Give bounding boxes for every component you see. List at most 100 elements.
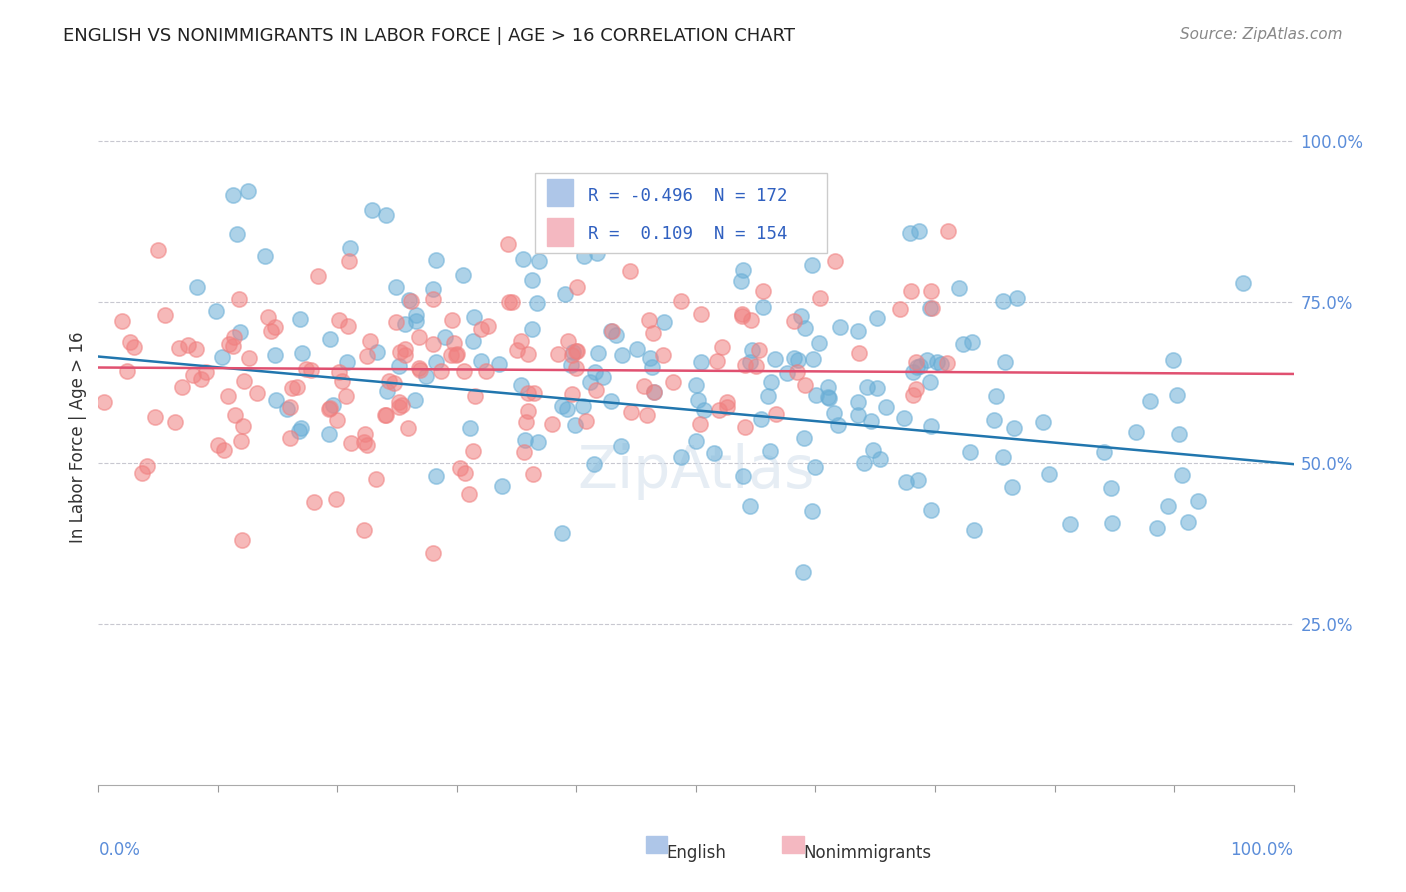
Point: [190, 372, 212, 386]
Point: [983, 413, 1005, 427]
Point: [565, 344, 588, 359]
Point: [520, 273, 543, 287]
Point: [921, 418, 943, 433]
Point: [620, 405, 643, 419]
Point: [375, 384, 398, 399]
Point: [145, 410, 167, 425]
Point: [1156, 499, 1178, 513]
Point: [898, 227, 921, 241]
Point: [457, 486, 479, 500]
Point: [734, 359, 756, 373]
Point: [186, 280, 208, 294]
Point: [685, 434, 707, 448]
Point: [901, 365, 924, 379]
Point: [516, 346, 538, 360]
Point: [496, 237, 519, 252]
Point: [354, 426, 377, 441]
Point: [229, 434, 252, 448]
Point: [374, 208, 396, 222]
Point: [860, 414, 883, 428]
Point: [422, 546, 444, 560]
Point: [952, 336, 974, 351]
Point: [900, 284, 922, 298]
Point: [366, 345, 388, 359]
Point: [516, 385, 538, 400]
Point: [394, 342, 416, 356]
Point: [217, 389, 239, 403]
Point: [461, 334, 484, 348]
Point: [786, 365, 808, 379]
Point: [572, 399, 595, 413]
Text: 100.0%: 100.0%: [1230, 840, 1294, 859]
Point: [117, 364, 139, 378]
Point: [745, 359, 768, 374]
Point: [170, 380, 193, 394]
Point: [399, 294, 422, 309]
Point: [475, 364, 498, 378]
Point: [388, 395, 411, 409]
Point: [319, 332, 342, 346]
Point: [792, 565, 814, 579]
Point: [600, 324, 623, 338]
Point: [263, 320, 285, 334]
Point: [229, 325, 252, 339]
Point: [901, 388, 924, 402]
Point: [425, 252, 447, 267]
Point: [1161, 352, 1184, 367]
Point: [866, 381, 889, 395]
Point: [540, 417, 562, 431]
Point: [609, 439, 631, 453]
Point: [692, 403, 714, 417]
Point: [470, 353, 492, 368]
Point: [163, 415, 186, 429]
Point: [359, 334, 381, 348]
Point: [148, 244, 170, 258]
Point: [328, 365, 350, 379]
Point: [285, 380, 308, 394]
Point: [374, 409, 396, 423]
Text: ENGLISH VS NONIMMIGRANTS IN LABOR FORCE | AGE > 16 CORRELATION CHART: ENGLISH VS NONIMMIGRANTS IN LABOR FORCE …: [63, 27, 796, 45]
Point: [801, 352, 824, 367]
Point: [904, 382, 927, 396]
Point: [515, 415, 537, 429]
Point: [793, 377, 815, 392]
Point: [264, 348, 287, 362]
Point: [783, 351, 806, 365]
Point: [920, 301, 942, 316]
Point: [731, 307, 754, 321]
Point: [907, 224, 929, 238]
Point: [522, 467, 544, 481]
FancyBboxPatch shape: [534, 173, 827, 252]
Point: [554, 286, 576, 301]
Point: [257, 310, 280, 324]
Point: [1001, 480, 1024, 494]
Point: [921, 301, 943, 315]
Point: [741, 343, 763, 357]
Point: [688, 393, 710, 408]
Point: [391, 399, 413, 413]
Point: [610, 348, 633, 362]
Point: [920, 376, 942, 390]
Point: [869, 452, 891, 467]
Point: [384, 315, 406, 329]
Point: [818, 391, 841, 405]
Point: [703, 446, 725, 460]
Point: [449, 461, 471, 475]
Point: [543, 183, 565, 197]
Point: [118, 335, 141, 350]
Point: [228, 293, 250, 307]
Point: [526, 296, 548, 310]
Point: [910, 359, 932, 374]
Point: [211, 351, 233, 365]
Point: [638, 312, 661, 326]
Point: [340, 435, 363, 450]
Point: [759, 444, 782, 458]
Point: [394, 317, 416, 331]
Point: [993, 355, 1015, 369]
Text: 0.0%: 0.0%: [98, 840, 141, 859]
Point: [783, 313, 806, 327]
Point: [638, 351, 661, 365]
Point: [281, 381, 304, 395]
Point: [290, 421, 312, 435]
Point: [643, 384, 665, 399]
